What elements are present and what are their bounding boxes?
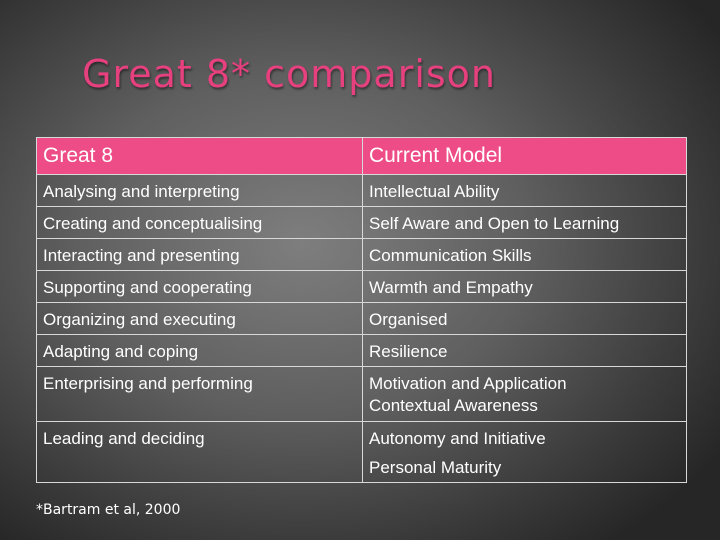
current-model-cell: Warmth and Empathy (362, 270, 687, 303)
current-model-item: Personal Maturity (369, 458, 502, 477)
table-row: Creating and conceptualising Self Aware … (36, 206, 687, 239)
current-model-cell: Organised (362, 302, 687, 335)
great8-cell: Enterprising and performing (36, 366, 363, 422)
footnote: *Bartram et al, 2000 (36, 502, 181, 518)
current-model-item: Contextual Awareness (369, 396, 538, 415)
current-model-cell: Resilience (362, 334, 687, 367)
header-current-model: Current Model (362, 137, 687, 175)
table-header-row: Great 8 Current Model (36, 137, 687, 175)
table-row: Adapting and coping Resilience (36, 334, 687, 367)
current-model-cell: Communication Skills (362, 238, 687, 271)
great8-cell: Analysing and interpreting (36, 174, 363, 207)
current-model-item: Resilience (369, 342, 448, 361)
table-row: Enterprising and performing Motivation a… (36, 366, 687, 422)
great8-cell: Interacting and presenting (36, 238, 363, 271)
comparison-table: Great 8 Current Model Analysing and inte… (36, 137, 687, 483)
current-model-item: Organised (369, 310, 448, 329)
great8-cell: Leading and deciding (36, 421, 363, 483)
great8-cell: Adapting and coping (36, 334, 363, 367)
current-model-item: Autonomy and Initiative (369, 429, 546, 448)
great8-cell: Organizing and executing (36, 302, 363, 335)
current-model-item: Intellectual Ability (369, 182, 500, 201)
current-model-item: Self Aware and Open to Learning (369, 214, 620, 233)
table-row: Interacting and presenting Communication… (36, 238, 687, 271)
table-row: Supporting and cooperating Warmth and Em… (36, 270, 687, 303)
great8-cell: Creating and conceptualising (36, 206, 363, 239)
current-model-item: Motivation and Application (369, 374, 567, 393)
table-row: Organizing and executing Organised (36, 302, 687, 335)
slide-title: Great 8* comparison (82, 52, 497, 96)
current-model-cell: Self Aware and Open to Learning (362, 206, 687, 239)
current-model-cell: Intellectual Ability (362, 174, 687, 207)
header-great8: Great 8 (36, 137, 363, 175)
table-row: Leading and deciding Autonomy and Initia… (36, 421, 687, 483)
current-model-cell: Motivation and Application Contextual Aw… (362, 366, 687, 422)
current-model-item: Warmth and Empathy (369, 278, 533, 297)
great8-cell: Supporting and cooperating (36, 270, 363, 303)
table-row: Analysing and interpreting Intellectual … (36, 174, 687, 207)
current-model-item: Communication Skills (369, 246, 532, 265)
current-model-cell: Autonomy and Initiative Personal Maturit… (362, 421, 687, 483)
